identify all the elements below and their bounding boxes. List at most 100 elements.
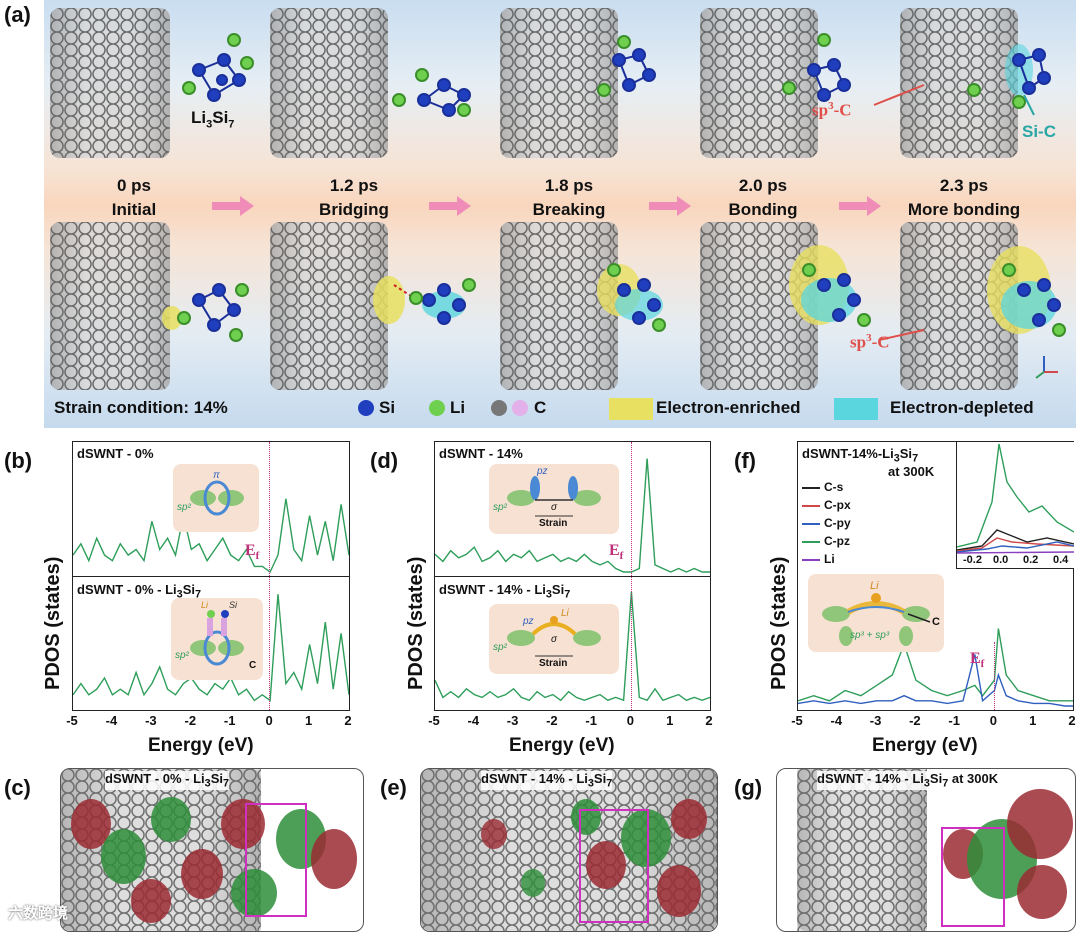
legend-entry: C-py — [802, 516, 851, 530]
pdos-d-bottom-line — [435, 591, 710, 702]
nanotube-1-2ps-top — [270, 8, 388, 158]
nanotube-1-2ps-bottom — [270, 222, 388, 390]
panel-d-bottom-orbital-inset: pz Li σ sp² Strain — [489, 604, 619, 674]
stage-1-time: 1.2 ps — [329, 176, 379, 195]
panel-d-bottom-curve — [435, 591, 710, 702]
legend-si-atom — [358, 400, 374, 416]
panel-f-orbital-inset: Li C sp³ + sp³ — [808, 574, 944, 652]
panel-d-plot: dSWNT - 14% dSWNT - 14% - Li3Si7 Ef pz σ… — [434, 441, 711, 711]
inset-curve-1 — [956, 529, 1075, 551]
panel-d-fermi-line — [631, 442, 632, 710]
x-tick-label: -3 — [869, 713, 882, 728]
pdos-f-cpy-line — [798, 654, 1073, 707]
nanotube-1-8ps-top — [500, 8, 618, 158]
panel-c-label: (c) — [4, 775, 31, 800]
pdos-b-top-line — [73, 498, 349, 574]
si-c-label: Si-C — [1022, 122, 1056, 141]
panel-f-title-line2: at 300K — [888, 464, 935, 479]
legend-enriched-label: Electron-enriched — [656, 398, 801, 417]
nanotube-2-0ps-top — [700, 8, 818, 158]
inset-tick: 0.2 — [1023, 554, 1039, 566]
x-tick-label: -5 — [66, 713, 78, 728]
panel-b-xlabel: Energy (eV) — [148, 735, 254, 756]
legend-label: C-py — [824, 516, 851, 530]
panel-b-top-title: dSWNT - 0% — [77, 446, 154, 461]
legend-label: Li — [824, 552, 835, 566]
panel-c-title: dSWNT - 0% - Li3Si7 — [105, 771, 230, 790]
stage-4-name: More bonding — [907, 200, 1021, 219]
panel-b-ef-label: Ef — [245, 542, 260, 563]
x-tick-label: 2 — [1068, 713, 1076, 728]
stage-1-name: Bridging — [319, 200, 389, 219]
stage-3-time: 2.0 ps — [738, 176, 788, 195]
watermark: 六数跨境 — [8, 905, 69, 922]
inset-curve-4 — [956, 551, 1075, 554]
x-tick-label: 0 — [265, 713, 273, 728]
charge-density-initial — [162, 283, 249, 342]
legend-swatch — [802, 558, 820, 561]
inset-curve-3 — [956, 541, 1075, 553]
x-tick-label: -5 — [791, 713, 803, 728]
panel-b-bottom-title: dSWNT - 0% - Li3Si7 — [77, 582, 202, 601]
charge-density-bonding — [789, 245, 871, 327]
stage-3-name: Bonding — [728, 200, 798, 219]
li3si7-cluster-more-bonding — [967, 44, 1051, 109]
sp3-arrow-top — [873, 84, 925, 106]
stage-0-name: Initial — [111, 200, 157, 219]
panel-d-xlabel: Energy (eV) — [509, 735, 615, 756]
panel-d-bottom-title: dSWNT - 14% - Li3Si7 — [439, 582, 571, 601]
legend-swatch — [802, 522, 820, 525]
li3si7-cluster-bridging — [392, 68, 471, 117]
panel-f-zoom-inset: -0.2 0.0 0.2 0.4 — [956, 442, 1075, 569]
li3si7-cluster-breaking — [597, 35, 656, 97]
x-tick-label: -4 — [830, 713, 843, 728]
panel-d-top-curve — [435, 458, 710, 573]
legend-c-pink-atom — [512, 400, 528, 416]
nanotube-1-8ps-bottom — [500, 222, 618, 390]
stage-2-name: Breaking — [532, 200, 606, 219]
x-tick-label: 1 — [304, 713, 313, 728]
panel-f-ylabel: PDOS (states) — [768, 556, 790, 690]
panel-b-fermi-line — [269, 442, 270, 710]
x-tick-label: 1 — [1029, 713, 1037, 728]
panel-g-label: (g) — [734, 775, 763, 800]
axes-orientation-icon — [1035, 356, 1058, 379]
x-tick-label: -1 — [585, 713, 597, 728]
legend-entry: C-pz — [802, 534, 850, 548]
legend-label: C-px — [824, 498, 851, 512]
stage-0-time: 0 ps — [116, 176, 152, 195]
cluster-label: Li3Si7 — [191, 108, 235, 131]
panel-d-top-orbital-inset: pz σ sp² Strain — [489, 464, 619, 534]
panel-d-ef-label: Ef — [609, 542, 624, 563]
panel-b-top-orbital-inset: π sp² — [173, 464, 259, 532]
legend-c-label: C — [534, 398, 547, 417]
x-tick-label: -4 — [105, 713, 118, 728]
panel-b-ylabel: PDOS (states) — [42, 556, 64, 690]
panel-f-fermi-line — [994, 642, 995, 710]
stage-arrows — [212, 196, 881, 216]
charge-density-breaking — [597, 263, 666, 332]
stage-2-time: 1.8 ps — [544, 176, 594, 195]
legend-swatch — [802, 504, 820, 507]
nanotube-0ps-bottom — [50, 222, 170, 390]
legend-swatch — [802, 540, 820, 543]
panel-g-title: dSWNT - 14% - Li3Si7 at 300K — [817, 771, 999, 790]
x-tick-label: 0 — [989, 713, 998, 728]
sp3-c-label-top: sp3-C — [812, 100, 852, 120]
pdos-b-bottom-line — [73, 594, 349, 702]
panel-e-orbital-image: dSWNT - 14% - Li3Si7 — [420, 768, 718, 932]
inset-tick: 0.0 — [993, 554, 1009, 566]
legend-c-gray-atom — [491, 400, 507, 416]
x-tick-label: -3 — [506, 713, 519, 728]
li3si7-cluster-bonding — [782, 33, 851, 102]
nanotube-0ps-top — [50, 8, 170, 158]
panel-d-label: (d) — [370, 448, 399, 473]
x-tick-label: -4 — [467, 713, 480, 728]
panel-d-ylabel: PDOS (states) — [405, 556, 427, 690]
panel-a-md-snapshots: Li3Si7 sp3-C sp3-C Si-C 0 ps Initial 1.2… — [44, 0, 1076, 428]
panel-b-label: (b) — [4, 448, 33, 473]
x-tick-label: 0 — [626, 713, 635, 728]
x-tick-label: 1 — [666, 713, 674, 728]
pdos-d-top-line — [435, 458, 710, 573]
panel-f-title: dSWNT-14%-Li3Si7 — [802, 446, 919, 465]
